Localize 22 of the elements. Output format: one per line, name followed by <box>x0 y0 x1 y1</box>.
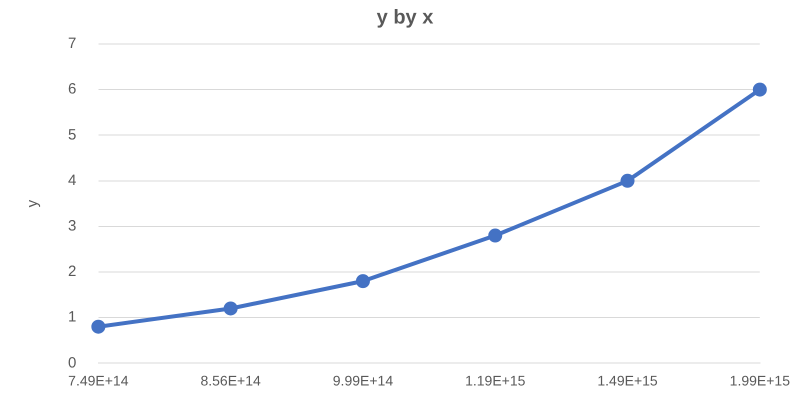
y-tick-label: 7 <box>68 35 76 52</box>
point <box>488 228 502 243</box>
x-tick-label: 9.99E+14 <box>332 372 394 388</box>
y-tick-label: 0 <box>68 354 76 372</box>
y-tick-label: 5 <box>68 126 76 144</box>
y-tick-label: 2 <box>68 263 76 280</box>
y-tick-label: 6 <box>68 80 76 98</box>
y-tick-label: 3 <box>68 218 76 235</box>
point <box>91 320 106 334</box>
x-tick-label: 1.99E+15 <box>730 372 790 388</box>
y-tick-label: 1 <box>68 308 76 326</box>
x-tick-label: 8.56E+14 <box>200 372 262 388</box>
y-tick-label: 4 <box>68 172 76 189</box>
x-tick-label: 1.19E+15 <box>465 372 526 388</box>
point <box>356 274 370 288</box>
chart-title: y by x <box>376 6 434 29</box>
point <box>224 301 238 316</box>
point <box>620 174 635 188</box>
y-axis-title: y <box>24 199 42 208</box>
x-tick-label: 7.49E+14 <box>68 372 129 388</box>
x-tick-label: 1.49E+15 <box>597 372 658 388</box>
point <box>752 82 767 97</box>
